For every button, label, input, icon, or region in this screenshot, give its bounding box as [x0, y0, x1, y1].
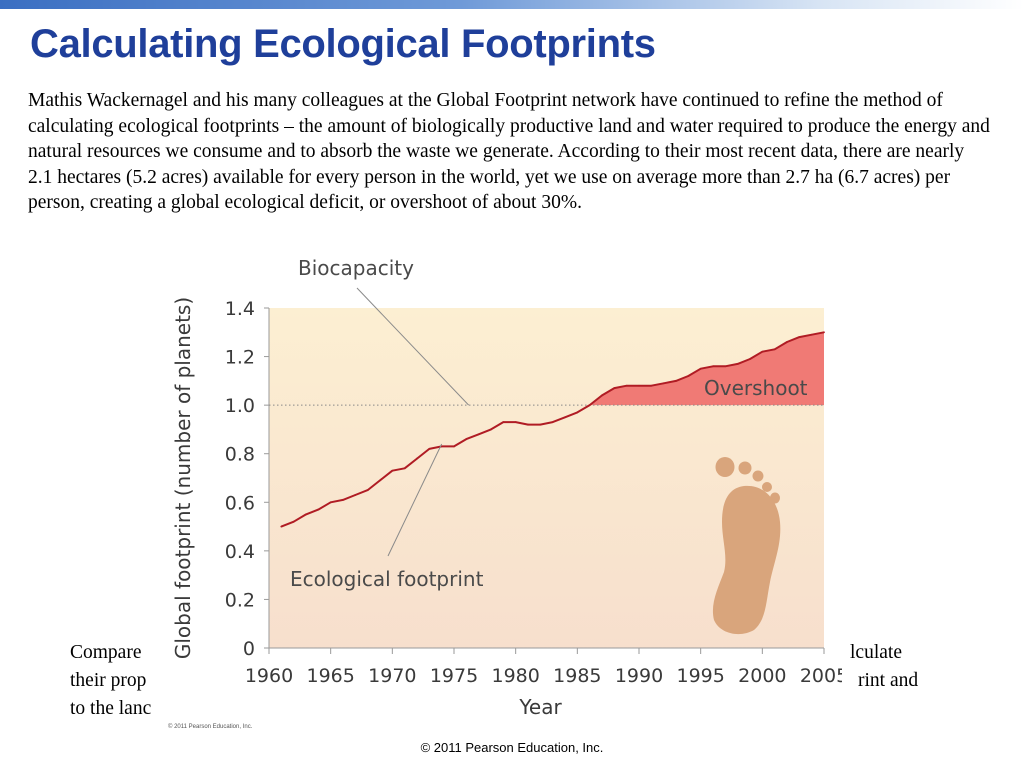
data-point	[823, 331, 825, 334]
chart-figure: 0 0.2 0.4 0.6 0.8 1.0 1.2 1.4 1960 1965 1970 1975 1…	[162, 248, 842, 738]
footprint-data-points	[280, 331, 825, 528]
y-tick-label: 1.0	[225, 395, 255, 417]
x-axis-label: Year	[518, 695, 562, 719]
y-tick-label: 0	[243, 638, 255, 660]
data-point	[342, 498, 344, 501]
data-point	[502, 421, 505, 424]
y-tick-label: 1.4	[225, 298, 255, 320]
figure-credit: © 2011 Pearson Education, Inc.	[168, 724, 253, 730]
data-point	[687, 375, 690, 377]
y-tick-label: 0.4	[225, 541, 255, 563]
data-point	[650, 384, 653, 387]
biocapacity-leader-line	[356, 287, 470, 406]
data-point	[588, 404, 591, 407]
y-tick-label: 0.2	[225, 589, 255, 611]
data-point	[675, 379, 677, 382]
data-point	[366, 489, 369, 492]
data-point	[761, 350, 764, 353]
data-point	[490, 428, 492, 431]
y-tick-label: 1.2	[225, 347, 255, 369]
x-tick-label: 1980	[491, 665, 539, 687]
data-point	[477, 433, 480, 436]
data-point	[564, 416, 566, 419]
data-point	[699, 367, 702, 370]
data-point	[625, 384, 628, 387]
x-tick-label: 1985	[553, 665, 601, 687]
annotation-overshoot: Overshoot	[704, 376, 808, 400]
x-tick-label: 2005	[800, 665, 842, 687]
x-axis-ticks: 1960 1965 1970 1975 1980 1985 1990 1995 2000 2005	[245, 648, 842, 687]
x-tick-label: 1970	[368, 665, 416, 687]
data-point	[428, 447, 431, 450]
x-tick-label: 2000	[738, 665, 786, 687]
data-point	[539, 423, 542, 426]
intro-paragraph: Mathis Wackernagel and his many colleagu…	[28, 90, 990, 213]
annotation-biocapacity: Biocapacity	[298, 256, 414, 280]
bottom-text-line3-left: to the lanc	[70, 698, 152, 719]
x-tick-label: 1995	[676, 665, 724, 687]
data-point	[749, 358, 751, 360]
x-tick-label: 1965	[306, 665, 354, 687]
data-point	[329, 501, 332, 504]
data-point	[576, 411, 579, 414]
data-point	[514, 421, 517, 424]
y-axis-label: Global footprint (number of planets)	[171, 297, 195, 659]
data-point	[465, 438, 468, 441]
data-point	[638, 384, 640, 387]
x-tick-label: 1990	[615, 665, 663, 687]
y-tick-label: 0.6	[225, 492, 255, 514]
data-point	[798, 336, 801, 339]
bottom-text-line2-left: their prop	[70, 670, 147, 691]
data-point	[403, 467, 406, 470]
data-point	[292, 520, 295, 523]
data-point	[416, 457, 418, 460]
data-point	[601, 394, 603, 397]
data-point	[773, 348, 776, 351]
data-point	[551, 421, 554, 424]
data-point	[391, 469, 394, 472]
y-tick-label: 0.8	[225, 444, 255, 466]
data-point	[613, 387, 616, 390]
data-point	[736, 362, 739, 365]
footprint-leader-line	[387, 443, 443, 557]
data-point	[724, 365, 727, 368]
data-point	[305, 513, 307, 516]
data-point	[712, 365, 714, 368]
data-point	[810, 333, 813, 336]
data-point	[786, 341, 788, 343]
x-tick-label: 1960	[245, 665, 293, 687]
annotation-ecological-footprint: Ecological footprint	[290, 567, 484, 591]
bottom-text-line2-right: rint and	[858, 670, 919, 691]
y-axis-ticks: 0 0.2 0.4 0.6 0.8 1.0 1.2 1.4	[225, 298, 269, 660]
overshoot-area	[589, 332, 824, 406]
annotation-leaders	[356, 287, 470, 557]
x-tick-label: 1975	[430, 665, 478, 687]
slide-footer: © 2011 Pearson Education, Inc.	[420, 740, 604, 755]
data-point	[453, 445, 455, 448]
data-point	[379, 479, 381, 482]
bottom-text-line1-left: Compare	[70, 642, 142, 663]
top-accent-bar	[0, 0, 1024, 9]
data-point	[662, 382, 665, 385]
bottom-text-line1-right: lculate	[850, 642, 902, 663]
data-point	[317, 508, 320, 511]
footprint-icon	[712, 457, 781, 635]
axes	[268, 308, 824, 649]
data-point	[527, 423, 529, 426]
data-point	[280, 525, 283, 528]
slide-title: Calculating Ecological Footprints	[30, 22, 656, 66]
data-point	[354, 494, 357, 496]
footprint-chart: 00.20.40.60.81.01.21.4 1960 1965 1970 1975 1…	[171, 256, 842, 719]
